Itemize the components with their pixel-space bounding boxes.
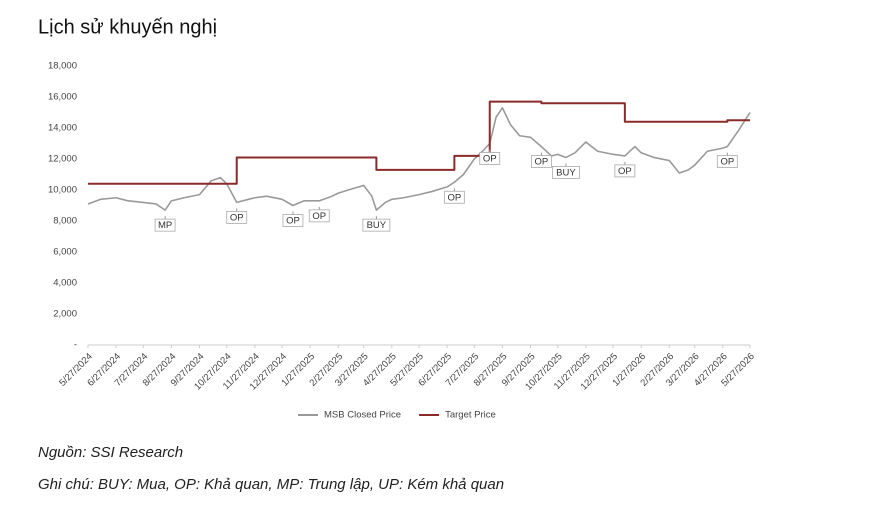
annotation-box <box>716 155 738 169</box>
annotation: OP <box>716 152 738 169</box>
annotation-box <box>443 190 465 204</box>
series-line <box>87 107 751 211</box>
annotation-label: OP <box>447 192 461 203</box>
note: Ghi chú: BUY: Mua, OP: Khả quan, MP: Tru… <box>38 476 505 493</box>
legend-label: Target Price <box>445 410 496 421</box>
chart-title: Lịch sử khuyến nghị <box>38 16 217 38</box>
y-tick-label: 14,000 <box>48 123 77 134</box>
annotation: OP <box>479 149 501 165</box>
annotation-label: MP <box>158 220 172 231</box>
chart: Lịch sử khuyến nghị - 2,000 4,000 6,000 8,00… <box>38 16 757 421</box>
y-tick-label: 10,000 <box>48 185 77 196</box>
annotation-label: BUY <box>556 167 576 178</box>
annotation-label: BUY <box>367 220 387 231</box>
annotation-box <box>614 164 636 178</box>
annotation-box <box>226 210 248 224</box>
annotation-label: OP <box>230 212 244 223</box>
annotation-label: OP <box>618 166 632 177</box>
legend-label: MSB Closed Price <box>324 410 401 421</box>
annotation-box <box>362 218 391 232</box>
annotation-label: OP <box>720 157 734 168</box>
annotation-box <box>479 152 501 165</box>
annotation-box <box>154 218 176 232</box>
y-tick-label: 12,000 <box>48 154 77 165</box>
y-tick-label: 4,000 <box>53 278 77 289</box>
series-line <box>88 100 750 185</box>
y-tick-label: 2,000 <box>53 309 77 320</box>
annotation-box <box>531 155 552 169</box>
annotation: OP <box>443 188 465 204</box>
annotation: OP <box>614 161 636 178</box>
annotation: OP <box>308 206 330 223</box>
y-tick-label: 16,000 <box>48 92 77 103</box>
annotation-label: OP <box>286 216 300 227</box>
annotation-label: OP <box>483 154 497 165</box>
y-tick-label: 18,000 <box>48 61 77 72</box>
annotation-box <box>552 166 580 179</box>
y-tick-label: 6,000 <box>53 247 77 258</box>
annotation: OP <box>531 152 552 169</box>
annotation-box <box>282 214 304 227</box>
source: Nguồn: SSI Research <box>38 444 184 461</box>
y-tick-label: - <box>74 340 77 351</box>
annotation: BUY <box>362 216 391 232</box>
annotation-label: OP <box>535 157 549 168</box>
annotation: OP <box>282 211 304 227</box>
annotation: BUY <box>552 163 580 179</box>
annotation: MP <box>154 216 176 232</box>
annotation-box <box>308 209 330 223</box>
annotation: OP <box>226 208 248 224</box>
y-tick-label: 8,000 <box>53 216 77 227</box>
annotation-label: OP <box>312 211 326 222</box>
